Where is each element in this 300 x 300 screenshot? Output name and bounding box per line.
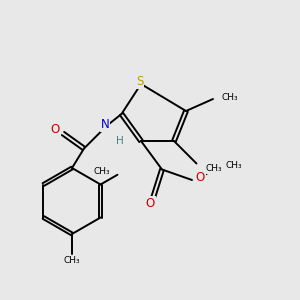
Text: CH₃: CH₃ bbox=[222, 93, 238, 102]
Text: CH₃: CH₃ bbox=[225, 160, 242, 169]
Text: CH₃: CH₃ bbox=[93, 167, 110, 176]
Text: O: O bbox=[196, 171, 205, 184]
Text: H: H bbox=[116, 136, 124, 146]
Text: N: N bbox=[100, 118, 109, 131]
Text: O: O bbox=[50, 123, 59, 136]
Text: O: O bbox=[146, 197, 154, 210]
Text: S: S bbox=[136, 75, 143, 88]
Text: CH₃: CH₃ bbox=[206, 164, 222, 173]
Text: CH₃: CH₃ bbox=[64, 256, 80, 265]
